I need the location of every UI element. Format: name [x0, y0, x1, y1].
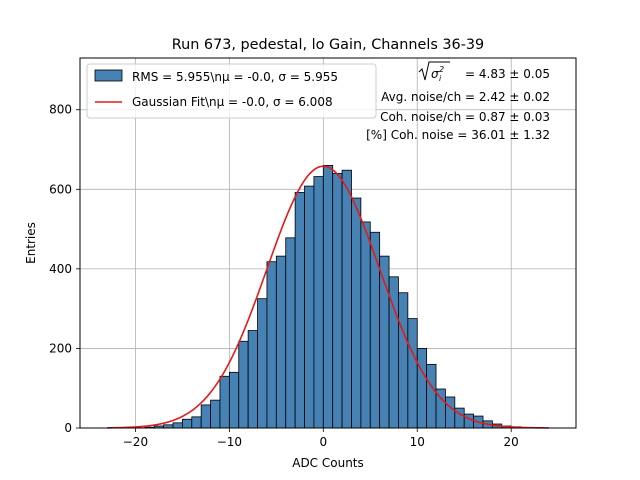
y-axis-label: Entries [24, 222, 38, 264]
histogram-bar [285, 237, 296, 429]
annotation-avg-noise: Avg. noise/ch = 2.42 ± 0.02 [381, 90, 550, 104]
histogram-bar [219, 375, 230, 429]
chart-title: Run 673, pedestal, lo Gain, Channels 36-… [172, 37, 484, 53]
histogram-bar [294, 192, 305, 429]
noise-annotations: σ 2 i = 4.83 ± 0.05 Avg. noise/ch = 2.42… [366, 61, 550, 142]
histogram-bar [228, 371, 240, 429]
x-tick-label: −10 [217, 435, 242, 449]
histogram-bar [416, 348, 428, 429]
histogram-bar [351, 197, 362, 429]
histogram-bar [369, 231, 381, 429]
y-tick-label: 400 [49, 262, 72, 276]
axes-frame [79, 57, 577, 429]
legend: RMS = 5.955\nμ = -0.0, σ = 5.955 Gaussia… [86, 63, 377, 119]
histogram-bar [172, 422, 183, 429]
histogram-bar [247, 330, 258, 429]
svg-text:2: 2 [439, 65, 444, 74]
histogram-bar [200, 404, 211, 429]
histogram-bar [426, 363, 437, 429]
x-tick-label: −20 [123, 435, 148, 449]
histogram-bar [238, 340, 249, 429]
legend-label-fit: Gaussian Fit\nμ = -0.0, σ = 6.008 [132, 95, 333, 109]
legend-patch-rms [94, 69, 123, 82]
histogram-bar [266, 261, 277, 429]
y-axis-ticks: 0 200 400 600 800 [49, 103, 80, 435]
histogram-bar [360, 221, 371, 429]
x-tick-label: 0 [319, 435, 327, 449]
svg-text:i: i [439, 74, 442, 83]
histogram-bar [332, 172, 343, 429]
histogram-bar [407, 318, 418, 429]
y-tick-label: 0 [64, 421, 72, 435]
gaussian-fit-curve [107, 165, 549, 429]
x-tick-label: 20 [504, 435, 519, 449]
annotation-coh-noise: Coh. noise/ch = 0.87 ± 0.03 [380, 110, 550, 124]
histogram-bar [191, 416, 202, 429]
x-axis-label: ADC Counts [292, 456, 364, 470]
x-axis-ticks: −20 −10 0 10 20 [123, 428, 519, 449]
svg-text:σ: σ [431, 67, 439, 81]
histogram-bar [210, 399, 221, 429]
y-tick-label: 600 [49, 182, 72, 196]
histogram-bar [398, 292, 409, 429]
y-tick-label: 200 [49, 341, 72, 355]
sqrt-sigma-symbol: σ 2 i [418, 61, 450, 83]
y-tick-label: 800 [49, 103, 72, 117]
histogram-bar [445, 396, 456, 429]
histogram-bar [304, 185, 315, 429]
histogram-bar [313, 176, 324, 429]
legend-box [86, 63, 377, 119]
histogram-bar [181, 418, 193, 429]
annotation-total-noise: = 4.83 ± 0.05 [465, 67, 550, 81]
annotation-coh-percent: [%] Coh. noise = 36.01 ± 1.32 [366, 128, 550, 142]
histogram-bar [463, 413, 475, 429]
histogram-bars [144, 165, 531, 429]
x-tick-label: 10 [410, 435, 425, 449]
legend-label-rms: RMS = 5.955\nμ = -0.0, σ = 5.955 [132, 70, 338, 84]
histogram-bar [275, 255, 287, 429]
histogram-bar [257, 298, 268, 429]
histogram-bar [322, 165, 334, 429]
histogram-bar [341, 169, 352, 429]
